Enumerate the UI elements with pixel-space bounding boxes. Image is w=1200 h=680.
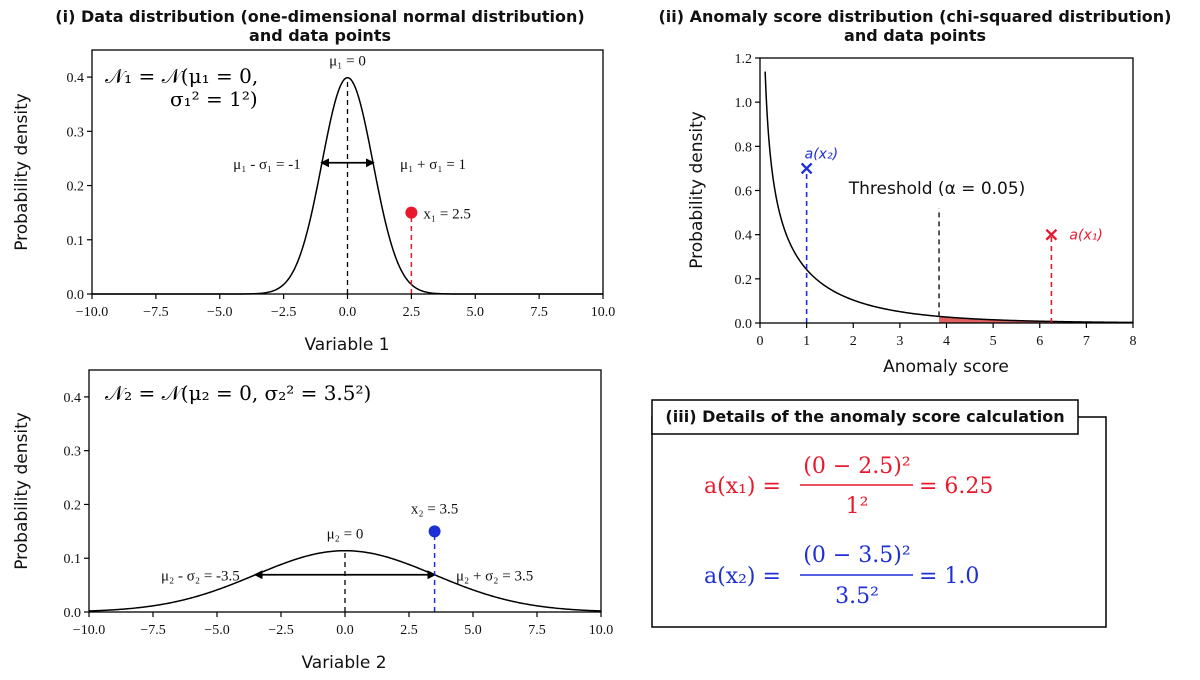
panel-2-frame (759, 57, 1134, 324)
panel-chi-squared: (ii) Anomaly score distribution (chi-squ… (658, 7, 1171, 377)
panel-3-ticks: −10.0 −7.5 −5.0 −2.5 0.0 2.5 5.0 7.5 10.0 0.0 0.1 0… (64, 391, 614, 638)
p3-xtick-label: 2.5 (400, 623, 418, 638)
panel-2-ticks: 0 1 2 3 4 5 6 7 8 0.0 0.2 0.4 0.6 0.8 1.0 1.2 (735, 52, 1137, 349)
panel-2-marker-x2 (800, 162, 813, 175)
p1-xtick-label: −5.0 (207, 305, 232, 320)
p1-ytick-label: 0.0 (67, 288, 85, 303)
panel-3-x-axis-label: Variable 2 (301, 653, 386, 673)
p3-ytick-label: 0.2 (64, 498, 82, 513)
panel-1-data-point (405, 206, 418, 219)
p1-ytick-label: 0.2 (67, 180, 85, 195)
equation-2-numerator: (0 − 3.5)² (803, 543, 910, 568)
p2-xtick-label: 7 (1083, 334, 1090, 349)
p2-xtick-label: 5 (990, 334, 997, 349)
p1-ytick-label: 0.1 (67, 234, 85, 249)
p1-xtick-label: 7.5 (530, 305, 548, 320)
details-frame (651, 416, 1107, 628)
p2-ytick-label: 0.6 (735, 185, 753, 200)
panel-2-rejection-region (939, 316, 1133, 323)
panel-1-minus-sigma-label: μ₁ - σ₁ = -1 (233, 157, 301, 173)
p1-ytick-label: 0.4 (67, 71, 85, 86)
equation-1-numerator: (0 − 2.5)² (803, 454, 910, 479)
p3-xtick-label: −10.0 (73, 623, 105, 638)
p1-xtick-label: 0.0 (339, 305, 357, 320)
equation-a-x2: a(x₂) = (0 − 3.5)² 3.5² = 1.0 (704, 543, 979, 609)
equation-2-lhs: a(x₂) = (704, 564, 781, 589)
p1-xtick-label: 5.0 (467, 305, 485, 320)
p2-xtick-label: 4 (943, 334, 950, 349)
panel-2-density-curve (764, 71, 1134, 324)
panel-3-y-axis-label: Probability density (12, 412, 32, 570)
panel-3-frame (88, 369, 602, 613)
panel-1-point-label: x₁ = 2.5 (423, 207, 470, 223)
p3-xtick-label: 7.5 (528, 623, 546, 638)
panel-1-x-axis-label: Variable 1 (304, 335, 389, 355)
p2-xtick-label: 0 (757, 334, 764, 349)
p3-xtick-label: 5.0 (464, 623, 482, 638)
panel-2-x-axis-label: Anomaly score (883, 357, 1009, 377)
p2-xtick-label: 8 (1130, 334, 1137, 349)
panel-1-plus-sigma-label: μ₁ + σ₁ = 1 (400, 157, 466, 173)
panel-2-marker-x1-label: a(x₁) (1069, 228, 1102, 244)
p3-ytick-label: 0.3 (64, 445, 82, 460)
p1-xtick-label: 10.0 (591, 305, 616, 320)
equation-1-lhs: a(x₁) = (704, 474, 781, 499)
p1-xtick-label: −10.0 (76, 305, 108, 320)
p3-xtick-label: −2.5 (268, 623, 293, 638)
p1-ytick-label: 0.3 (67, 125, 85, 140)
p1-xtick-label: −2.5 (271, 305, 296, 320)
p2-ytick-label: 0.2 (735, 273, 753, 288)
equation-1-result: = 6.25 (919, 474, 993, 499)
equation-2-result: = 1.0 (919, 564, 979, 589)
panel-1-title-line-2: and data points (249, 26, 391, 45)
p2-xtick-label: 3 (896, 334, 903, 349)
panel-3-density-curve (88, 549, 602, 612)
p3-ytick-label: 0.4 (64, 391, 82, 406)
panel-1-title-line-1: (i) Data distribution (one-dimensional n… (55, 7, 584, 26)
p2-xtick-label: 2 (850, 334, 857, 349)
p2-xtick-label: 1 (803, 334, 810, 349)
panel-2-title-line-1: (ii) Anomaly score distribution (chi-squ… (658, 7, 1171, 26)
p3-xtick-label: 10.0 (589, 623, 614, 638)
equation-a-x1: a(x₁) = (0 − 2.5)² 1² = 6.25 (704, 454, 993, 519)
panel-1-mean-label: μ₁ = 0 (329, 54, 366, 70)
p3-xtick-label: 0.0 (336, 623, 354, 638)
panel-1-frame (91, 49, 604, 295)
p3-xtick-label: −5.0 (204, 623, 229, 638)
p2-ytick-label: 1.2 (735, 52, 753, 67)
details-box: (iii) Details of the anomaly score calcu… (651, 399, 1107, 628)
p3-ytick-label: 0.1 (64, 552, 82, 567)
panel-2-title-line-2: and data points (844, 26, 986, 45)
equation-2-denominator: 3.5² (835, 584, 879, 609)
p2-ytick-label: 0.8 (735, 140, 753, 155)
panel-3-mean-label: μ₂ = 0 (327, 527, 364, 543)
panel-3-data-point (428, 525, 441, 538)
p3-ytick-label: 0.0 (64, 606, 82, 621)
panel-1-formula-line-1: 𝒩₁ = 𝒩(μ₁ = 0, (105, 64, 258, 88)
p2-ytick-label: 1.0 (735, 96, 753, 111)
panel-normal-1: (i) Data distribution (one-dimensional n… (12, 7, 615, 355)
panel-2-marker-x1 (1045, 228, 1058, 241)
panel-2-y-axis-label: Probability density (687, 111, 707, 269)
p1-xtick-label: 2.5 (403, 305, 421, 320)
panel-3-minus-sigma-label: μ₂ - σ₂ = -3.5 (161, 569, 240, 585)
panel-2-marker-x2-label: a(x₂) (805, 146, 838, 162)
panel-normal-2: −10.0 −7.5 −5.0 −2.5 0.0 2.5 5.0 7.5 10.0 0.0 0.1 0… (12, 369, 614, 673)
panel-2-threshold-label: Threshold (α = 0.05) (848, 179, 1026, 199)
p3-xtick-label: −7.5 (140, 623, 165, 638)
p2-ytick-label: 0.0 (735, 317, 753, 332)
details-title: (iii) Details of the anomaly score calcu… (665, 407, 1064, 426)
equation-1-denominator: 1² (846, 494, 869, 519)
panel-3-formula: 𝒩₂ = 𝒩(μ₂ = 0, σ₂² = 3.5²) (105, 381, 371, 405)
panel-1-formula-line-2: σ₁² = 1²) (170, 87, 258, 111)
details-title-box (651, 399, 1079, 435)
panel-3-point-label: x₂ = 3.5 (411, 501, 458, 517)
p2-ytick-label: 0.4 (735, 229, 753, 244)
panel-1-ticks: −10.0 −7.5 −5.0 −2.5 0.0 2.5 5.0 7.5 10.0 0.0 0.1 0… (67, 71, 616, 320)
p1-xtick-label: −7.5 (143, 305, 168, 320)
p2-xtick-label: 6 (1036, 334, 1043, 349)
panel-3-plus-sigma-label: μ₂ + σ₂ = 3.5 (456, 569, 533, 585)
panel-1-y-axis-label: Probability density (12, 93, 32, 251)
